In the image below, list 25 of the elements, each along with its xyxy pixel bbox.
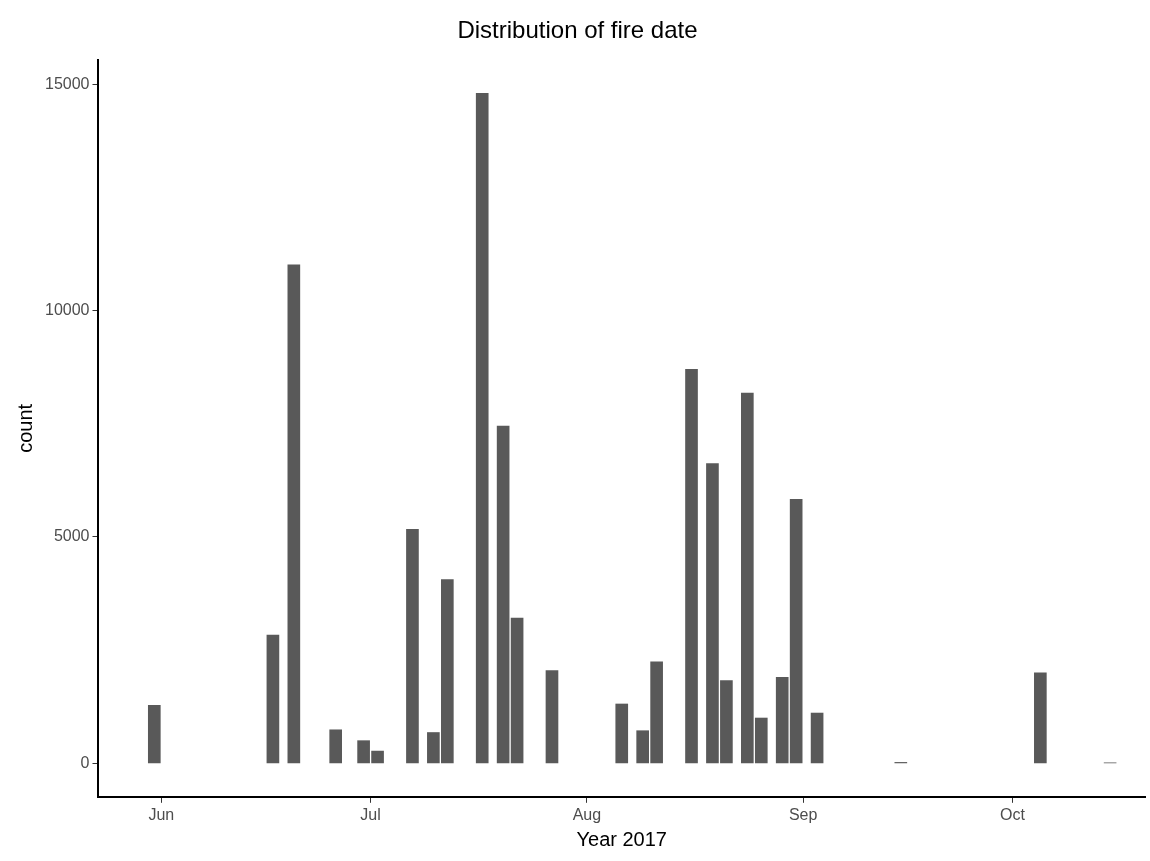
chart-title: Distribution of fire date [457, 16, 698, 44]
bar [510, 617, 524, 764]
bar [406, 528, 419, 764]
bar [545, 670, 559, 764]
bar [329, 729, 343, 764]
x-tick-label: Oct [1000, 805, 1026, 823]
x-tick-label: Jul [360, 805, 381, 823]
bar [496, 425, 510, 764]
y-tick-label: 15000 [44, 74, 90, 92]
bar [615, 703, 629, 764]
x-tick-label: Jun [148, 805, 175, 823]
y-tick-label: 0 [80, 753, 90, 771]
y-tick-label: 10000 [44, 301, 90, 318]
bar [147, 705, 161, 764]
bar [810, 712, 824, 764]
bar [287, 264, 301, 764]
bar [475, 92, 489, 764]
x-tick-label: Aug [572, 805, 602, 823]
x-axis-title: Year 2017 [576, 827, 667, 850]
bar [1034, 672, 1047, 764]
bar [266, 634, 280, 764]
x-tick-label: Sep [788, 805, 818, 823]
y-axis-title: count [13, 403, 36, 453]
bar [685, 369, 698, 764]
y-tick-label: 5000 [53, 527, 90, 545]
